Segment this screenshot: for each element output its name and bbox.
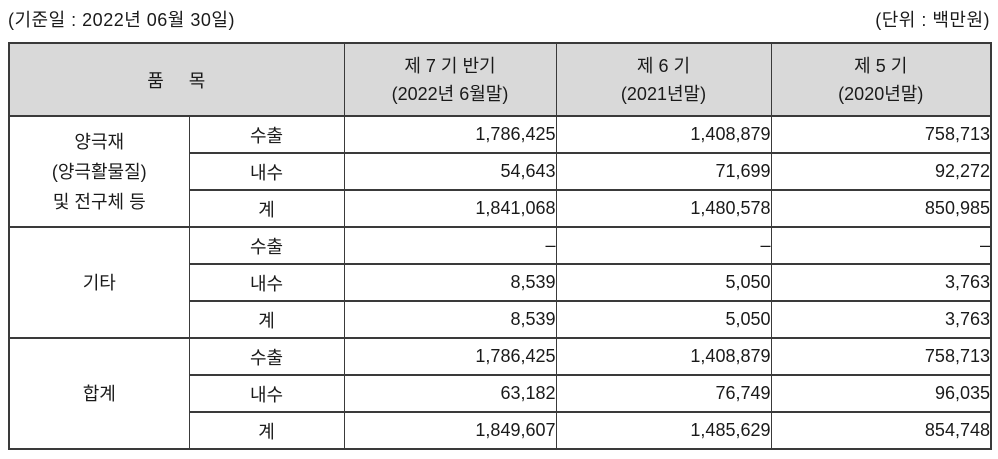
group-name-line: 양극재	[74, 131, 125, 152]
value-cell: 71,699	[555, 152, 772, 191]
value-cell: 1,480,578	[555, 189, 772, 228]
value-cell: 1,485,629	[555, 411, 772, 450]
group-name-line: (양극활물질)	[51, 161, 147, 182]
value-cell: 54,643	[343, 152, 557, 191]
value-cell: 1,408,879	[555, 337, 772, 376]
value-cell: 92,272	[770, 152, 992, 191]
period-5-title: 제 5 기	[854, 55, 908, 76]
table-row: 계 1,841,068 1,480,578 850,985	[9, 189, 992, 228]
value-cell: 5,050	[555, 263, 772, 302]
table-row: 내수 63,182 76,749 96,035	[9, 374, 992, 413]
table-row: 기타 수출 – – –	[8, 226, 992, 339]
value-cell: 1,849,607	[343, 411, 557, 450]
value-cell: –	[770, 226, 992, 265]
value-cell: 3,763	[770, 300, 992, 339]
group-name-cell-cathode: 양극재 (양극활물질) 및 전구체 등	[8, 115, 190, 228]
value-cell: 1,841,068	[343, 189, 557, 228]
value-cell: –	[555, 226, 772, 265]
row-label-cell: 수출	[188, 226, 345, 265]
column-header-period-7: 제 7 기 반기 (2022년 6월말)	[343, 42, 557, 117]
row-label-cell: 수출	[188, 115, 345, 154]
header-row: 품 목 제 7 기 반기 (2022년 6월말) 제 6 기 (2021년말) …	[8, 42, 992, 117]
value-cell: 8,539	[343, 263, 557, 302]
row-label-cell: 내수	[188, 152, 345, 191]
value-cell: 850,985	[770, 189, 992, 228]
top-caption-bar: (기준일 : 2022년 06월 30일) (단위 : 백만원)	[0, 0, 998, 32]
value-cell: 96,035	[770, 374, 992, 413]
row-label-cell: 계	[188, 189, 345, 228]
value-cell: 76,749	[555, 374, 772, 413]
row-label-cell: 수출	[188, 337, 345, 376]
table-row: 양극재 (양극활물질) 및 전구체 등 수출 1,786,425 1,408,8…	[8, 115, 992, 228]
table-row: 내수 8,539 5,050 3,763	[9, 263, 992, 302]
column-header-period-5: 제 5 기 (2020년말)	[770, 42, 992, 117]
period-6-title: 제 6 기	[636, 55, 691, 76]
value-cell: 8,539	[343, 300, 557, 339]
value-cell: 63,182	[343, 374, 557, 413]
table-row: 계 8,539 5,050 3,763	[9, 300, 992, 339]
period-7-date: (2022년 6월말)	[391, 83, 509, 104]
period-7-title: 제 7 기 반기	[404, 55, 496, 76]
row-label-cell: 내수	[188, 263, 345, 302]
value-cell: 758,713	[770, 115, 992, 154]
column-header-period-6: 제 6 기 (2021년말)	[555, 42, 772, 117]
group-name-cell-other: 기타	[8, 226, 190, 339]
value-cell: 1,786,425	[343, 337, 557, 376]
sales-breakdown-table: 품 목 제 7 기 반기 (2022년 6월말) 제 6 기 (2021년말) …	[8, 42, 992, 450]
base-date-label: (기준일 : 2022년 06월 30일)	[8, 10, 235, 30]
value-cell: –	[343, 226, 557, 265]
period-5-date: (2020년말)	[838, 83, 924, 104]
row-label-cell: 계	[188, 411, 345, 450]
table-row: 계 1,849,607 1,485,629 854,748	[9, 411, 992, 450]
value-cell: 5,050	[555, 300, 772, 339]
unit-label: (단위 : 백만원)	[875, 10, 990, 30]
table-row: 내수 54,643 71,699 92,272	[9, 152, 992, 191]
value-cell: 758,713	[770, 337, 992, 376]
table-row: 합계 수출 1,786,425 1,408,879 758,713	[8, 337, 992, 450]
row-label-cell: 계	[188, 300, 345, 339]
period-6-date: (2021년말)	[620, 83, 707, 104]
value-cell: 1,408,879	[555, 115, 772, 154]
value-cell: 854,748	[770, 411, 992, 450]
group-name-line: 및 전구체 등	[52, 191, 146, 212]
value-cell: 3,763	[770, 263, 992, 302]
value-cell: 1,786,425	[343, 115, 557, 154]
group-name-cell-total: 합계	[8, 337, 190, 450]
column-header-item: 품 목	[8, 42, 345, 117]
row-label-cell: 내수	[188, 374, 345, 413]
